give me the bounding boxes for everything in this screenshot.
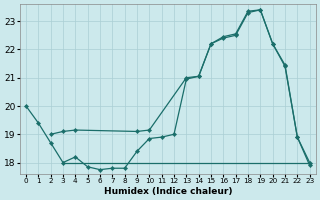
X-axis label: Humidex (Indice chaleur): Humidex (Indice chaleur) xyxy=(104,187,232,196)
